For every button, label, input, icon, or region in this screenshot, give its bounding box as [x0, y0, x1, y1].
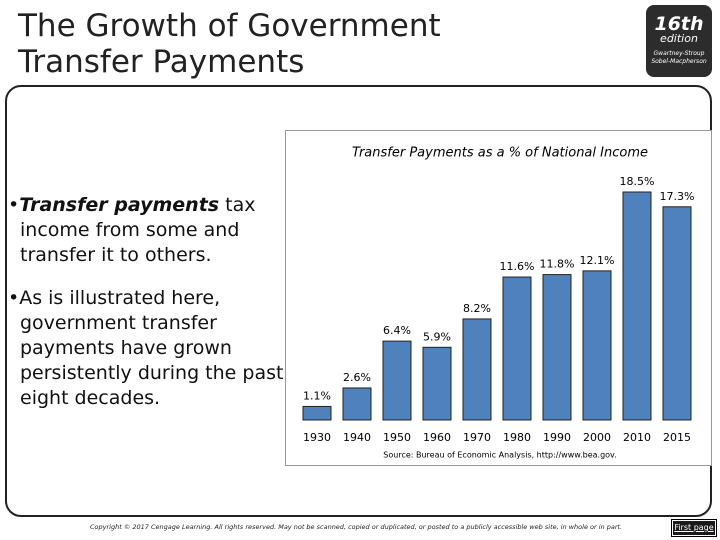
data-label: 8.2%: [463, 302, 491, 315]
data-label: 12.1%: [580, 254, 615, 267]
bar: [302, 405, 332, 421]
bar: [462, 318, 492, 421]
first-page-button[interactable]: First page: [671, 519, 717, 537]
x-tick-label: 1970: [463, 431, 491, 444]
x-tick-label: 2010: [623, 431, 651, 444]
x-tick-label: 2000: [583, 431, 611, 444]
data-label: 6.4%: [383, 324, 411, 337]
authors: Gwartney-Stroup Sobel-Macpherson: [651, 50, 707, 65]
x-tick-label: 1950: [383, 431, 411, 444]
bar: [502, 276, 532, 421]
bullet: •As is illustrated here, government tran…: [8, 287, 284, 409]
data-label: 17.3%: [660, 190, 695, 203]
bar: [622, 191, 652, 421]
edition-badge: 16th edition Gwartney-Stroup Sobel-Macph…: [646, 5, 712, 77]
bullet-emphasis: Transfer payments: [19, 194, 220, 216]
chart: Transfer Payments as a % of National Inc…: [285, 130, 712, 466]
bullet-text: tax income from some and transfer it to …: [20, 194, 256, 266]
x-tick-label: 1990: [543, 431, 571, 444]
bar: [662, 206, 692, 421]
bullet-text: As is illustrated here, government trans…: [19, 287, 284, 409]
data-label: 11.8%: [540, 258, 575, 271]
edition: 16th: [654, 13, 704, 35]
chart-title: Transfer Payments as a % of National Inc…: [352, 146, 648, 161]
x-tick-label: 2015: [663, 431, 691, 444]
data-label: 1.1%: [303, 389, 331, 402]
x-tick-label: 1980: [503, 431, 531, 444]
x-tick-label: 1960: [423, 431, 451, 444]
bar: [582, 270, 612, 421]
bar: [382, 340, 412, 421]
chart-source: Source: Bureau of Economic Analysis, htt…: [383, 451, 616, 460]
bar: [342, 387, 372, 421]
x-tick-label: 1930: [303, 431, 331, 444]
bar: [422, 346, 452, 421]
data-label: 5.9%: [423, 330, 451, 343]
copyright: Copyright © 2017 Cengage Learning. All r…: [90, 523, 623, 531]
data-label: 18.5%: [620, 175, 655, 188]
bullet: •Transfer payments tax income from some …: [8, 194, 256, 266]
data-label: 2.6%: [343, 371, 371, 384]
data-label: 11.6%: [500, 260, 535, 273]
bar: [542, 274, 572, 421]
x-tick-label: 1940: [343, 431, 371, 444]
edition-label: edition: [660, 32, 698, 45]
slide-title: The Growth of Government Transfer Paymen…: [18, 8, 441, 80]
